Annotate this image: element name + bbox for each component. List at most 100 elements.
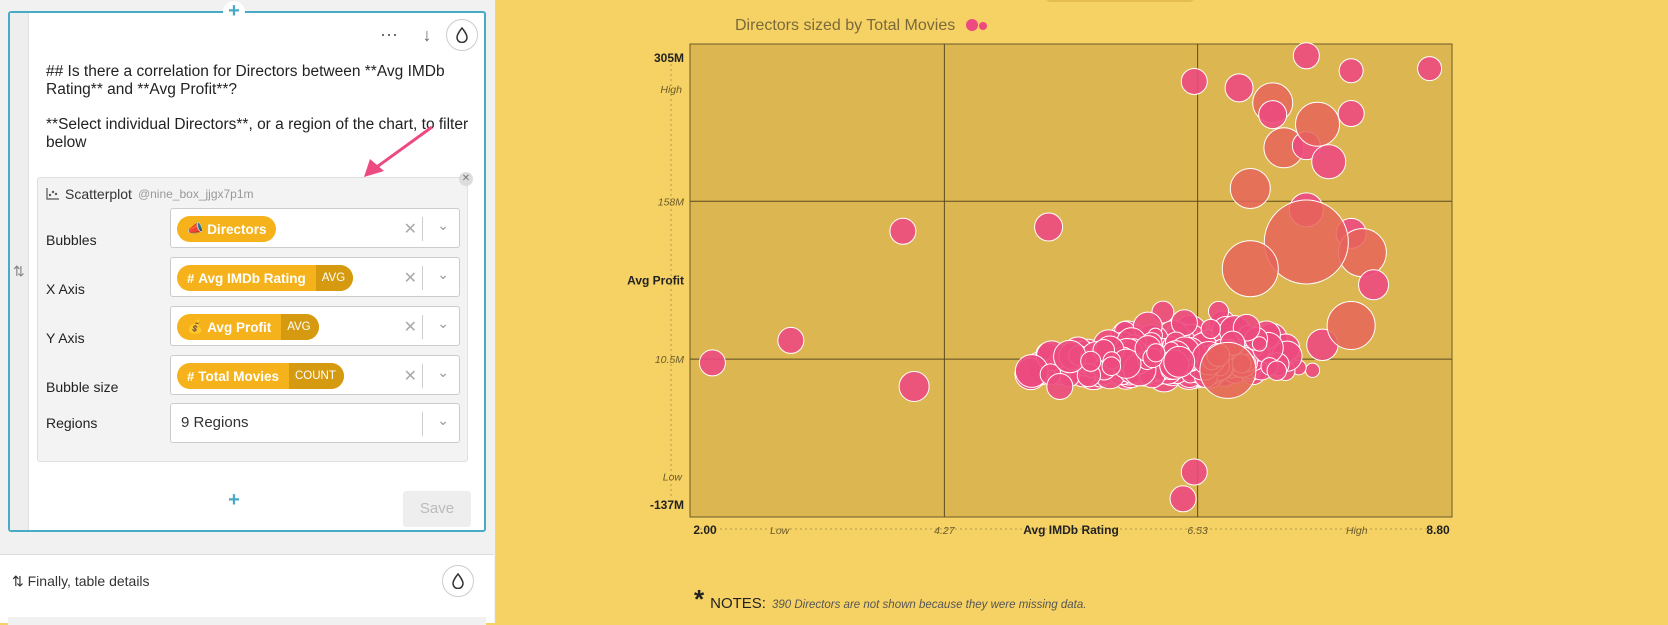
director-bubble[interactable]	[889, 217, 917, 245]
director-bubble[interactable]	[1200, 318, 1221, 340]
widget-row: Y Axis 💰 Avg Profit AVG ✕ ⌄	[38, 306, 467, 346]
field-select[interactable]: # Total Movies COUNT ✕ ⌄	[170, 355, 460, 395]
director-bubble[interactable]	[1146, 343, 1166, 363]
x-region-label: Low	[770, 525, 791, 537]
chevron-down-icon[interactable]: ⌄	[437, 217, 449, 233]
aggregation-badge: COUNT	[289, 363, 344, 389]
notebook-panel: ⇅ + ⋯ ↓ ## Is there a correlation for Di…	[0, 0, 496, 625]
theme-drop-button-2[interactable]	[442, 565, 474, 597]
chart-area: Directors sized by Total Movies 2.00 4.27…	[497, 0, 1668, 623]
field-name: Directors	[207, 221, 267, 237]
director-bubble[interactable]	[1221, 240, 1279, 298]
chevron-down-icon[interactable]: ⌄	[437, 315, 449, 331]
director-bubble[interactable]	[777, 326, 805, 354]
x-tick-label: 4.27	[934, 525, 956, 537]
asterisk-icon: *	[694, 584, 705, 614]
field-pill[interactable]: 💰 Avg Profit AVG	[177, 314, 319, 340]
director-bubble[interactable]	[1258, 100, 1288, 130]
field-type-icon: #	[187, 270, 195, 286]
y-region-label: High	[660, 84, 682, 96]
scatter-chart-icon	[46, 188, 59, 200]
director-bubble[interactable]	[1224, 73, 1254, 103]
regions-row: Regions 9 Regions ⌄	[38, 403, 467, 443]
director-bubble[interactable]	[1046, 372, 1074, 400]
director-bubble[interactable]	[1199, 341, 1257, 399]
director-bubble[interactable]	[698, 349, 726, 377]
select-separator	[422, 364, 423, 388]
field-select[interactable]: 💰 Avg Profit AVG ✕ ⌄	[170, 306, 460, 346]
director-bubble[interactable]	[1080, 350, 1102, 372]
director-bubble[interactable]	[1263, 199, 1349, 285]
drop-icon	[452, 573, 464, 589]
director-bubble[interactable]	[1337, 100, 1365, 128]
director-bubble[interactable]	[1304, 362, 1321, 378]
select-separator	[422, 412, 423, 436]
markdown-question: ## Is there a correlation for Directors …	[46, 63, 445, 98]
y-region-label: Low	[663, 472, 684, 484]
field-name: Total Movies	[198, 368, 279, 384]
director-bubble[interactable]	[1229, 167, 1271, 209]
field-type-icon: 📣	[187, 221, 204, 236]
clear-icon[interactable]: ✕	[403, 319, 417, 336]
aggregation-badge: AVG	[315, 265, 354, 291]
y-tick-label: 10.5M	[655, 354, 684, 366]
x-tick-label: 2.00	[693, 523, 717, 537]
director-bubble[interactable]	[1292, 42, 1320, 70]
widget-row: X Axis # Avg IMDb Rating AVG ✕ ⌄	[38, 257, 467, 297]
director-bubble[interactable]	[1266, 360, 1288, 381]
director-bubble[interactable]	[1034, 212, 1064, 242]
director-bubble[interactable]	[1326, 300, 1376, 350]
clear-icon[interactable]: ✕	[403, 368, 417, 385]
director-bubble[interactable]	[1311, 144, 1347, 180]
widget-row: Bubble size # Total Movies COUNT ✕ ⌄	[38, 355, 467, 395]
chevron-down-icon[interactable]: ⌄	[437, 412, 449, 428]
regions-select[interactable]: 9 Regions ⌄	[170, 403, 460, 443]
ellipsis-icon[interactable]: ⋯	[380, 24, 398, 45]
markdown-instruction: **Select individual Directors**, or a re…	[46, 116, 469, 151]
notes-text: 390 Directors are not shown because they…	[771, 599, 1087, 611]
field-pill[interactable]: 📣 Directors	[177, 216, 277, 242]
top-tab[interactable]	[1045, 0, 1195, 2]
y-tick-label: -137M	[650, 498, 684, 512]
field-select[interactable]: # Avg IMDb Rating AVG ✕ ⌄	[170, 257, 460, 297]
director-bubble[interactable]	[1358, 269, 1390, 301]
field-pill[interactable]: # Avg IMDb Rating AVG	[177, 265, 354, 291]
save-button[interactable]: Save	[403, 491, 471, 527]
field-select[interactable]: 📣 Directors ✕ ⌄	[170, 208, 460, 248]
director-bubble[interactable]	[1053, 339, 1087, 374]
field-pill[interactable]: # Total Movies COUNT	[177, 363, 344, 389]
director-bubble[interactable]	[1338, 58, 1364, 84]
add-cell-above-button[interactable]: +	[223, 1, 245, 23]
chevron-down-icon[interactable]: ⌄	[437, 266, 449, 282]
chart-title: Directors sized by Total Movies	[735, 17, 990, 35]
director-bubble[interactable]	[1295, 101, 1341, 147]
director-bubble[interactable]	[1101, 356, 1122, 377]
director-bubble[interactable]	[1163, 345, 1196, 378]
chevron-down-icon[interactable]: ⌄	[437, 364, 449, 380]
next-card-edge	[8, 617, 486, 625]
theme-drop-button[interactable]	[446, 19, 478, 51]
chart-title-text: Directors sized by Total Movies	[735, 17, 956, 34]
row-label: Bubbles	[46, 232, 97, 248]
director-bubble[interactable]	[1417, 56, 1443, 82]
card-drag-handle[interactable]: ⇅	[10, 13, 29, 530]
x-region-label: High	[1346, 525, 1368, 537]
director-bubble[interactable]	[1251, 336, 1268, 352]
bubble-legend-icon	[965, 19, 987, 31]
drop-icon	[456, 27, 468, 43]
add-cell-below-button[interactable]: +	[223, 490, 245, 512]
row-label: Y Axis	[46, 330, 85, 346]
card-toolbar: ⋯ ↓	[370, 19, 478, 51]
sort-arrows-icon: ⇅	[13, 263, 25, 279]
widget-close-icon[interactable]: ✕	[459, 172, 473, 186]
scatterplot-chart[interactable]: 2.00 4.27 6.53 8.80 Low High Avg IMDb Rating 30…	[497, 0, 1668, 590]
director-bubble[interactable]	[1169, 485, 1197, 513]
director-bubble[interactable]	[1180, 458, 1208, 486]
widget-row: Bubbles 📣 Directors ✕ ⌄	[38, 208, 467, 248]
arrow-down-icon[interactable]: ↓	[422, 24, 432, 45]
clear-icon[interactable]: ✕	[403, 270, 417, 287]
clear-icon[interactable]: ✕	[403, 221, 417, 238]
y-tick-label: 305M	[654, 51, 684, 65]
director-bubble[interactable]	[1180, 67, 1208, 95]
director-bubble[interactable]	[898, 370, 930, 402]
